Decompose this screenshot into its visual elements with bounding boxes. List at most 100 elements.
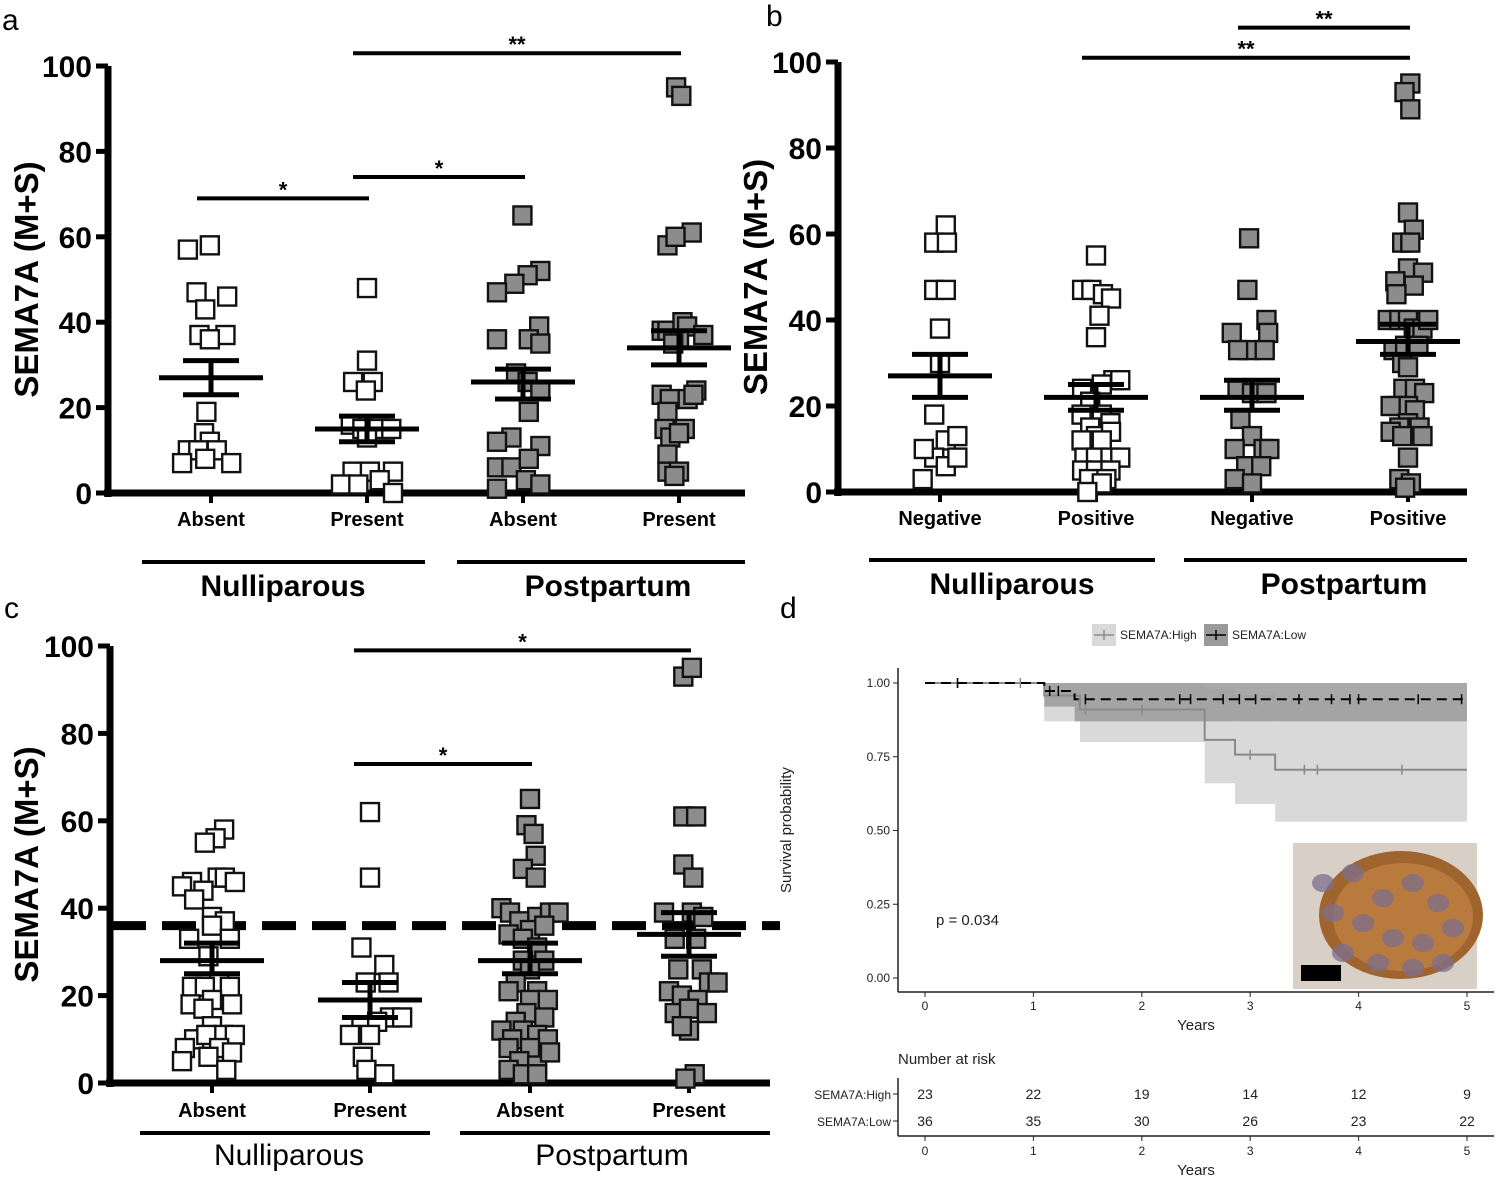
data-point	[665, 226, 686, 248]
data-point	[519, 788, 541, 810]
data-point	[216, 286, 238, 307]
panel-letter-b: b	[766, 0, 783, 33]
risk-count: 26	[1242, 1113, 1258, 1129]
data-point	[1221, 322, 1242, 344]
data-point	[929, 318, 951, 339]
data-point	[219, 976, 241, 998]
data-point	[1392, 425, 1413, 447]
survival-curve	[925, 682, 1467, 701]
panel-c-scatter: 0 20 40 60 80 100 SEMA7A (M+S) Absent Present Abs…	[8, 629, 780, 1172]
data-point	[1397, 357, 1419, 378]
y-tick-label: 20	[61, 981, 94, 1014]
data-point	[681, 657, 703, 679]
data-point	[947, 425, 968, 447]
group-label: Nulliparous	[200, 570, 365, 603]
panel-a-scatter: 0 20 40 60 80 100 SEMA7A (M+S) Absent Present Abs…	[8, 32, 745, 603]
risk-row-name: SEMA7A:Low	[817, 1115, 891, 1129]
data-point	[913, 438, 935, 460]
histology-nucleus	[1367, 954, 1389, 972]
data-point	[1237, 279, 1258, 301]
x-category-label: Present	[652, 1100, 726, 1122]
data-point	[1254, 339, 1275, 361]
y-tick-label: 80	[789, 133, 822, 166]
data-point	[671, 85, 692, 107]
risk-x-tick-label: 2	[1138, 1144, 1145, 1158]
y-tick-label: 60	[59, 222, 92, 255]
risk-x-tick-label: 0	[922, 1144, 929, 1158]
panel-d-survival: SEMA7A:High SEMA7A:Low 0.00 0.25 0.50 0.75 1.0…	[778, 624, 1494, 1179]
data-point	[374, 954, 395, 976]
km-y-axis-label: Survival probability	[778, 767, 795, 893]
data-point	[1380, 395, 1401, 417]
data-point	[1241, 473, 1263, 494]
data-point	[530, 474, 551, 495]
data-point	[1400, 99, 1421, 120]
data-point	[1400, 232, 1421, 253]
y-axis-label: SEMA7A (M+S)	[737, 159, 774, 395]
risk-x-tick-label: 5	[1464, 1144, 1471, 1158]
data-point	[356, 350, 378, 371]
data-point	[935, 215, 956, 236]
histology-nucleus	[1312, 874, 1334, 892]
km-x-axis-label: Years	[1177, 1017, 1215, 1034]
y-tick-label: 100	[42, 51, 92, 84]
risk-x-axis-label: Years	[1177, 1162, 1215, 1179]
km-y-tick-label: 0.00	[867, 971, 891, 985]
risk-count: 14	[1242, 1086, 1258, 1102]
data-point	[539, 1042, 561, 1063]
data-point	[330, 474, 352, 495]
data-point	[924, 404, 945, 425]
data-point	[1412, 425, 1433, 447]
risk-table-title: Number at risk	[898, 1051, 996, 1068]
histology-nucleus	[1427, 894, 1449, 912]
data-point	[171, 1050, 193, 1072]
data-point	[525, 867, 546, 888]
y-tick-label: 60	[789, 219, 822, 252]
data-point	[195, 299, 216, 320]
data-point	[195, 448, 216, 470]
km-y-tick-label: 0.25	[867, 897, 891, 911]
group-label: Postpartum	[1261, 568, 1428, 601]
histology-nucleus	[1402, 874, 1424, 892]
data-point	[1085, 327, 1107, 348]
km-y-tick-label: 0.75	[867, 750, 891, 764]
data-point	[537, 989, 559, 1011]
x-category-label: Positive	[1058, 508, 1135, 530]
data-point	[355, 380, 377, 401]
data-point	[935, 279, 956, 301]
group-label: Postpartum	[525, 570, 692, 603]
panel-b-scatter: 0 20 40 60 80 100 SEMA7A (M+S) Negative Positive…	[737, 7, 1467, 601]
risk-count: 35	[1026, 1113, 1042, 1129]
histology-nucleus	[1442, 919, 1464, 937]
data-point	[1394, 81, 1415, 103]
risk-count: 12	[1351, 1086, 1367, 1102]
data-point	[348, 474, 369, 495]
legend-label: SEMA7A:High	[1120, 628, 1197, 642]
risk-count: 19	[1134, 1086, 1150, 1102]
scale-bar	[1301, 965, 1341, 981]
data-point	[198, 1046, 219, 1067]
data-point	[359, 801, 381, 823]
data-point	[1224, 468, 1245, 490]
km-x-tick-label: 2	[1138, 999, 1145, 1013]
data-point	[186, 282, 207, 303]
data-point	[1077, 481, 1098, 503]
histology-nucleus	[1402, 959, 1424, 977]
data-point	[1089, 305, 1110, 326]
x-category-label: Absent	[489, 509, 557, 531]
data-point	[359, 1024, 381, 1046]
data-point	[183, 889, 205, 910]
km-x-tick-label: 1	[1030, 999, 1037, 1013]
histology-nucleus	[1342, 864, 1364, 882]
data-point	[1100, 288, 1122, 309]
x-category-label: Negative	[898, 508, 981, 530]
data-point	[678, 998, 700, 1019]
data-point	[683, 384, 704, 405]
data-point	[657, 444, 678, 465]
significance-label: *	[279, 177, 288, 202]
x-category-label: Negative	[1210, 508, 1293, 530]
data-point	[504, 273, 525, 294]
km-y-tick-label: 0.50	[867, 824, 891, 838]
significance-label: **	[508, 32, 526, 57]
